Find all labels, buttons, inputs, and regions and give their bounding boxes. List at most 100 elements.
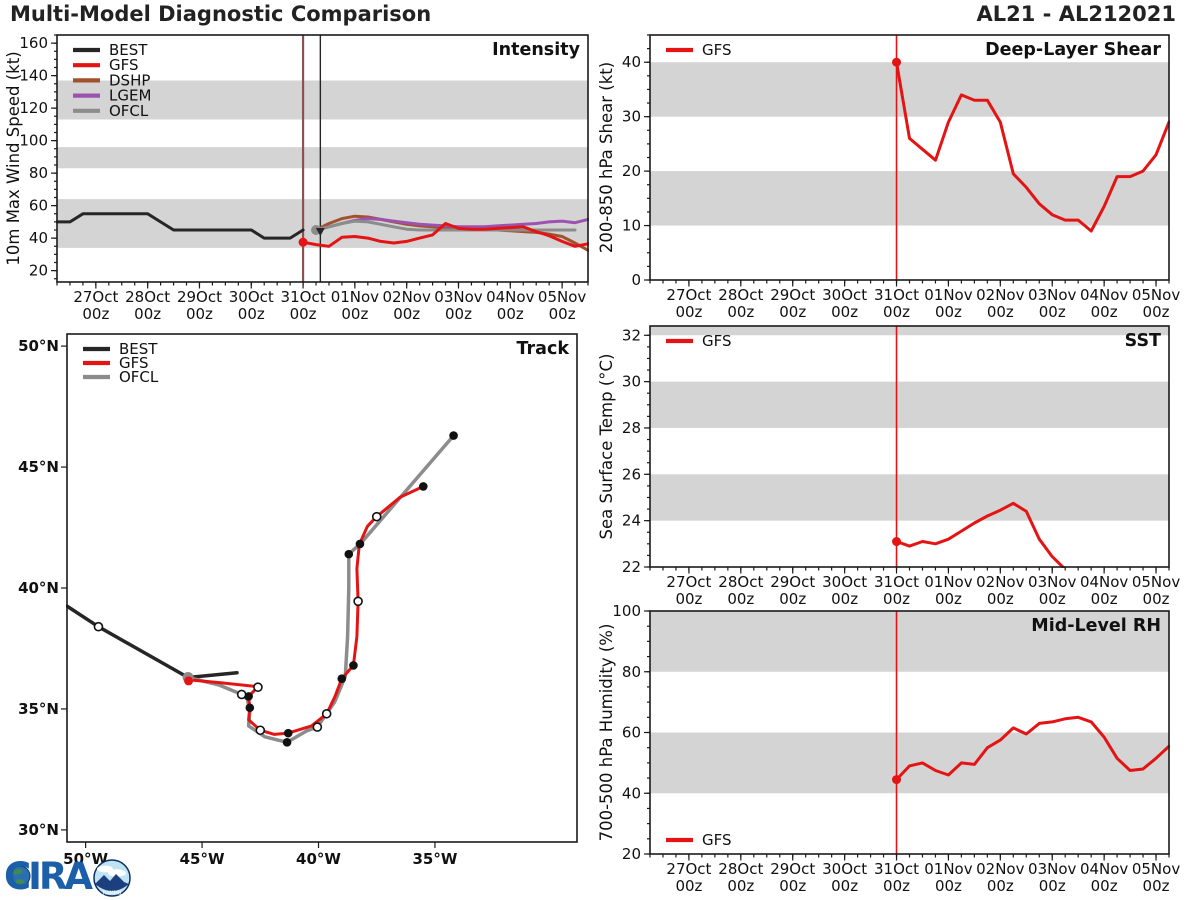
logo-text: CIRA <box>4 855 93 898</box>
track-fix-filled-dot <box>344 549 354 559</box>
legend-label-gfs: GFS <box>119 354 149 372</box>
x-tick-hour: 00z <box>1143 303 1170 321</box>
x-tick-hour: 00z <box>779 590 806 608</box>
x-tick-hour: 00z <box>238 305 265 323</box>
x-tick-hour: 00z <box>1143 590 1170 608</box>
x-tick-date: 03Nov <box>1028 573 1076 591</box>
x-tick-date: 04Nov <box>1080 573 1128 591</box>
rh-start-dot <box>892 775 902 785</box>
panel-intensity: 27Oct00z28Oct00z29Oct00z30Oct00z31Oct00z… <box>4 34 589 323</box>
x-tick-date: 01Nov <box>331 288 379 306</box>
x-tick-date: 29Oct <box>770 573 815 591</box>
track-fix-filled-dot <box>283 728 293 738</box>
x-tick-date: 01Nov <box>924 573 972 591</box>
x-tick-date: 28Oct <box>718 286 763 304</box>
x-tick-hour: 00z <box>831 303 858 321</box>
x-tick-hour: 00z <box>341 305 368 323</box>
cira-logo: CIRA RAMMB <box>4 855 131 898</box>
y-tick-label: 80 <box>622 663 641 681</box>
rh-panel-title: Mid-Level RH <box>1031 616 1161 636</box>
intensity-shaded-band <box>57 199 588 248</box>
x-tick-hour: 00z <box>779 877 806 895</box>
x-tick-date: 01Nov <box>924 860 972 878</box>
track-series-gfs <box>187 484 425 736</box>
shear-start-dot <box>892 57 902 67</box>
intensity-shaded-band <box>57 147 588 169</box>
legend-label-gfs: GFS <box>109 56 139 74</box>
x-tick-date: 05Nov <box>1132 573 1180 591</box>
x-tick-date: 30Oct <box>822 860 867 878</box>
x-tick-date: 02Nov <box>382 288 430 306</box>
x-tick-hour: 00z <box>935 877 962 895</box>
x-tick-hour: 00z <box>1091 303 1118 321</box>
panel-rh: 27Oct00z28Oct00z29Oct00z30Oct00z31Oct00z… <box>597 602 1180 895</box>
x-tick-hour: 00z <box>727 303 754 321</box>
x-tick-hour: 00z <box>987 303 1014 321</box>
intensity-best-end-triangle <box>315 228 325 237</box>
x-tick-date: 02Nov <box>976 286 1024 304</box>
x-tick-date: 28Oct <box>718 573 763 591</box>
x-tick-date: 31Oct <box>281 288 326 306</box>
x-tick-date: 05Nov <box>538 288 586 306</box>
x-tick-date: 29Oct <box>177 288 222 306</box>
track-fix-filled-dot <box>449 431 458 440</box>
x-tick-hour: 00z <box>935 590 962 608</box>
x-tick-hour: 00z <box>393 305 420 323</box>
lat-tick-label: 35°N <box>18 700 59 718</box>
y-tick-label: 120 <box>19 99 48 117</box>
x-tick-hour: 00z <box>549 305 576 323</box>
lat-tick-label: 50°N <box>18 337 59 355</box>
x-tick-date: 30Oct <box>229 288 274 306</box>
x-tick-date: 29Oct <box>770 860 815 878</box>
intensity-panel-title: Intensity <box>492 40 580 60</box>
lat-tick-label: 30°N <box>18 821 59 839</box>
track-border <box>66 333 578 843</box>
x-tick-hour: 00z <box>1039 877 1066 895</box>
x-tick-hour: 00z <box>675 303 702 321</box>
x-tick-hour: 00z <box>675 590 702 608</box>
x-tick-hour: 00z <box>82 305 109 323</box>
shear-ylabel: 200-850 hPa Shear (kt) <box>597 62 616 253</box>
y-tick-label: 26 <box>622 465 641 483</box>
legend-label-dshp: DSHP <box>109 71 150 89</box>
sst-start-dot <box>892 537 902 547</box>
sst-shaded-band <box>650 474 1169 521</box>
y-tick-label: 40 <box>622 53 641 71</box>
track-fix-filled-dot <box>355 539 365 549</box>
track-panel-title: Track <box>517 339 570 359</box>
intensity-shaded-band <box>57 80 588 120</box>
x-tick-date: 29Oct <box>770 286 815 304</box>
x-tick-hour: 00z <box>883 303 910 321</box>
y-tick-label: 140 <box>19 67 48 85</box>
legend-label-ofcl: OFCL <box>109 102 149 120</box>
track-fix-open-dot <box>371 511 382 522</box>
y-tick-label: 20 <box>622 162 641 180</box>
y-tick-label: 10 <box>622 217 641 235</box>
x-tick-hour: 00z <box>290 305 317 323</box>
rh-series-gfs <box>895 715 1170 782</box>
x-tick-date: 03Nov <box>434 288 482 306</box>
intensity-ylabel: 10m Max Wind Speed (kt) <box>4 51 23 265</box>
legend-label-gfs: GFS <box>702 41 732 59</box>
track-fix-filled-dot <box>245 703 255 713</box>
x-tick-date: 30Oct <box>822 286 867 304</box>
panel-track: 50°W 45°W 40°W 35°W 30°N 35°N 40°N 45°N 50°N Trac… <box>18 333 578 868</box>
x-tick-date: 27Oct <box>73 288 118 306</box>
track-fix-filled-dot <box>349 661 358 670</box>
x-tick-date: 03Nov <box>1028 860 1076 878</box>
lon-tick-label: 40°W <box>296 850 341 868</box>
x-tick-date: 27Oct <box>666 860 711 878</box>
x-tick-hour: 00z <box>497 305 524 323</box>
x-tick-hour: 00z <box>727 590 754 608</box>
rh-ylabel: 700-500 hPa Humidity (%) <box>597 624 616 842</box>
y-tick-label: 20 <box>29 262 48 280</box>
sst-border <box>649 325 1170 568</box>
track-fix-filled-dot <box>282 738 292 747</box>
sst-shaded-band <box>650 326 1169 336</box>
x-tick-hour: 00z <box>883 590 910 608</box>
lon-tick-label: 50°W <box>63 850 108 868</box>
x-tick-hour: 00z <box>831 590 858 608</box>
track-fix-open-dot <box>236 689 247 700</box>
x-tick-date: 27Oct <box>666 573 711 591</box>
